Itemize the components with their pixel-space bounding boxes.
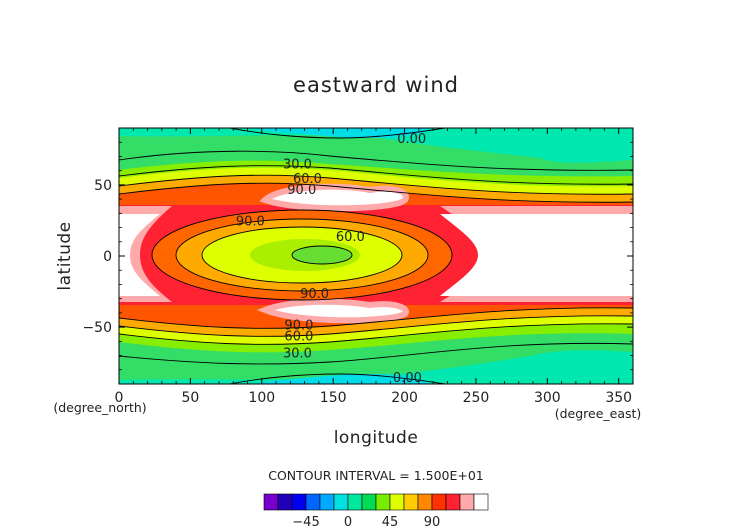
colorbar-swatch bbox=[375, 493, 391, 511]
colorbar-tick-label: 90 bbox=[424, 515, 441, 530]
contour-line-s2 bbox=[119, 323, 633, 345]
contour-label: 0.00 bbox=[397, 132, 426, 147]
colorbar-swatch bbox=[445, 493, 461, 511]
white-blob-north bbox=[259, 183, 409, 212]
colorbar-swatch bbox=[403, 493, 419, 511]
colorbar-swatch bbox=[361, 493, 377, 511]
contour-label: 30.0 bbox=[283, 347, 312, 362]
contour-ring-4 bbox=[291, 245, 353, 265]
contour-line-n4 bbox=[119, 182, 633, 203]
x-tick-label: 150 bbox=[320, 390, 347, 406]
colorbar-swatch bbox=[417, 493, 433, 511]
contour-label: 30.0 bbox=[283, 158, 312, 173]
contour-labels: 0.0030.060.090.090.060.090.090.060.030.0… bbox=[236, 132, 426, 386]
y-tick-label: 50 bbox=[94, 178, 112, 194]
contour-label: 90.0 bbox=[287, 183, 316, 198]
colorbar-swatch bbox=[263, 493, 279, 511]
white-zone-west bbox=[119, 214, 160, 296]
contour-ring-1 bbox=[151, 209, 453, 301]
x-tick-label: 0 bbox=[115, 390, 124, 406]
colorbar-swatch bbox=[333, 493, 349, 511]
colorbar-swatch bbox=[291, 493, 307, 511]
contour-ring-2 bbox=[175, 218, 429, 292]
contour-line-n3 bbox=[119, 174, 633, 195]
x-tick-label: 50 bbox=[181, 390, 199, 406]
colorbar-swatch bbox=[277, 493, 293, 511]
contour-label: 90.0 bbox=[236, 214, 265, 229]
x-axis-label: longitude bbox=[334, 428, 419, 448]
contour-line-n1 bbox=[119, 150, 633, 171]
contour-label: 60.0 bbox=[284, 330, 313, 345]
white-blob-south bbox=[256, 298, 409, 324]
x-tick-label: 100 bbox=[248, 390, 275, 406]
colorbar-swatch bbox=[431, 493, 447, 511]
colorbar-swatch bbox=[459, 493, 475, 511]
white-zone-east bbox=[440, 214, 633, 296]
x-tick-label: 350 bbox=[605, 390, 632, 406]
chart-title: eastward wind bbox=[293, 73, 459, 97]
band-south-teal bbox=[119, 350, 633, 384]
x-tick-label: 200 bbox=[391, 390, 418, 406]
contour-label: 90.0 bbox=[284, 318, 313, 333]
y-tick-label: −50 bbox=[82, 320, 112, 336]
x-tick-label: 300 bbox=[534, 390, 561, 406]
colorbar-swatch bbox=[347, 493, 363, 511]
colorbar-swatch bbox=[389, 493, 405, 511]
y-unit-label: (degree_north) bbox=[53, 400, 146, 415]
contour-field bbox=[119, 128, 633, 384]
contour-lines bbox=[119, 128, 633, 384]
colorbar-tick-label: 0 bbox=[344, 515, 352, 530]
band-north-teal bbox=[119, 128, 633, 163]
y-tick-label: 0 bbox=[103, 249, 112, 265]
y-axis-label: latitude bbox=[55, 221, 75, 290]
contour-line-n0 bbox=[229, 128, 446, 139]
colorbar: −45 0 45 90 bbox=[263, 493, 489, 530]
colorbar-swatch bbox=[319, 493, 335, 511]
x-unit-label: (degree_east) bbox=[555, 406, 642, 421]
y-axis: −50 0 50 bbox=[82, 141, 633, 371]
contour-label: 60.0 bbox=[336, 230, 365, 245]
contour-line-s3 bbox=[119, 315, 633, 337]
contour-line-s0 bbox=[229, 373, 446, 384]
x-axis: 0 50 100 150 200 250 300 350 bbox=[115, 128, 632, 406]
core-center bbox=[292, 246, 352, 264]
contour-label: 90.0 bbox=[300, 287, 329, 302]
contour-interval-text: CONTOUR INTERVAL = 1.500E+01 bbox=[268, 468, 484, 483]
colorbar-swatch bbox=[473, 493, 489, 511]
contour-line-s4 bbox=[119, 307, 633, 329]
colorbar-swatch bbox=[305, 493, 321, 511]
x-tick-label: 250 bbox=[463, 390, 490, 406]
contour-label: 60.0 bbox=[293, 172, 322, 187]
contour-label: 0.00 bbox=[393, 371, 422, 386]
contour-line-s1 bbox=[119, 342, 633, 365]
colorbar-tick-label: 45 bbox=[382, 515, 399, 530]
contour-line-n2 bbox=[119, 165, 633, 185]
contour-ring-3 bbox=[201, 226, 403, 284]
colorbar-tick-label: −45 bbox=[292, 515, 319, 530]
